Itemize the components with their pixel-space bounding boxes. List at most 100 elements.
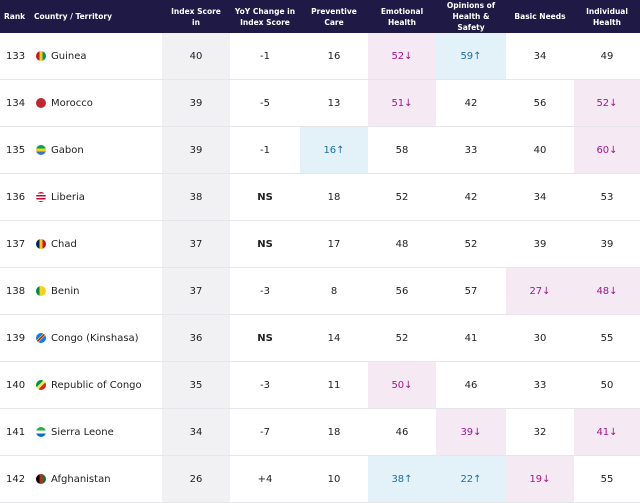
- score-cell: 14: [300, 314, 368, 362]
- score-cell: 56: [368, 267, 436, 315]
- country-name: Benin: [51, 285, 80, 297]
- table-row: 136 Liberia 38 NS 18 52 42 34 53: [0, 173, 640, 221]
- country-cell: Benin: [30, 267, 162, 315]
- score-cell: -1: [230, 126, 300, 174]
- score-cell: 34: [162, 408, 230, 456]
- column-header: Individual Health: [574, 0, 640, 33]
- score-cell: 39: [162, 79, 230, 127]
- score-cell: +4: [230, 455, 300, 503]
- country-cell: Sierra Leone: [30, 408, 162, 456]
- column-header: Rank: [0, 0, 30, 33]
- score-cell: 18: [300, 408, 368, 456]
- table-row: 141 Sierra Leone 34 -7 18 46 39↓ 32 41↓: [0, 408, 640, 456]
- score-cell: 33: [436, 126, 506, 174]
- score-cell: 17: [300, 220, 368, 268]
- score-cell: 37: [162, 220, 230, 268]
- column-header: YoY Change in Index Score: [230, 0, 300, 33]
- score-cell: 56: [506, 79, 574, 127]
- score-cell: 30: [506, 314, 574, 362]
- score-cell: 38↑: [368, 455, 436, 503]
- score-cell: 51↓: [368, 79, 436, 127]
- country: Afghanistan: [36, 474, 162, 485]
- score-cell: 8: [300, 267, 368, 315]
- score-cell: 59↑: [436, 33, 506, 80]
- flag-icon: [36, 380, 46, 390]
- score-cell: 60↓: [574, 126, 640, 174]
- score-cell: 46: [436, 361, 506, 409]
- score-cell: 39: [506, 220, 574, 268]
- score-cell: 40: [506, 126, 574, 174]
- score-cell: 39: [162, 126, 230, 174]
- country-cell: Morocco: [30, 79, 162, 127]
- country: Chad: [36, 239, 162, 250]
- column-header: Basic Needs: [506, 0, 574, 33]
- score-cell: -5: [230, 79, 300, 127]
- score-cell: 26: [162, 455, 230, 503]
- score-cell: 52: [368, 314, 436, 362]
- score-cell: 48↓: [574, 267, 640, 315]
- score-cell: 39: [574, 220, 640, 268]
- score-cell: 38: [162, 173, 230, 221]
- country-name: Liberia: [51, 191, 85, 203]
- score-cell: 50: [574, 361, 640, 409]
- country: Gabon: [36, 145, 162, 156]
- score-cell: -3: [230, 267, 300, 315]
- score-cell: 52↓: [368, 33, 436, 80]
- score-cell: 27↓: [506, 267, 574, 315]
- rank-cell: 139: [0, 314, 30, 362]
- score-cell: NS: [230, 314, 300, 362]
- table-row: 135 Gabon 39 -1 16↑ 58 33 40 60↓: [0, 126, 640, 174]
- rank-cell: 137: [0, 220, 30, 268]
- score-cell: 40: [162, 33, 230, 80]
- country-cell: Liberia: [30, 173, 162, 221]
- score-cell: 19↓: [506, 455, 574, 503]
- country-name: Sierra Leone: [51, 426, 114, 438]
- country-name: Morocco: [51, 97, 93, 109]
- rank-cell: 140: [0, 361, 30, 409]
- table-row: 139 Congo (Kinshasa) 36 NS 14 52 41 30 55: [0, 314, 640, 362]
- country-cell: Guinea: [30, 33, 162, 80]
- score-cell: 55: [574, 455, 640, 503]
- table-row: 134 Morocco 39 -5 13 51↓ 42 56 52↓: [0, 79, 640, 127]
- score-cell: -3: [230, 361, 300, 409]
- score-cell: 48: [368, 220, 436, 268]
- column-header: Emotional Health: [368, 0, 436, 33]
- flag-icon: [36, 192, 46, 202]
- score-cell: 52↓: [574, 79, 640, 127]
- score-cell: 16↑: [300, 126, 368, 174]
- score-cell: 58: [368, 126, 436, 174]
- score-cell: 55: [574, 314, 640, 362]
- rank-cell: 141: [0, 408, 30, 456]
- country: Republic of Congo: [36, 380, 162, 391]
- flag-icon: [36, 474, 46, 484]
- header-row: Rank Country / Territory Index Score in YoY…: [0, 0, 640, 33]
- score-cell: 10: [300, 455, 368, 503]
- country-name: Congo (Kinshasa): [51, 332, 139, 344]
- rank-cell: 138: [0, 267, 30, 315]
- country: Benin: [36, 286, 162, 297]
- country-cell: Afghanistan: [30, 455, 162, 503]
- country: Morocco: [36, 98, 162, 109]
- country-cell: Gabon: [30, 126, 162, 174]
- score-cell: NS: [230, 173, 300, 221]
- score-cell: 41↓: [574, 408, 640, 456]
- score-cell: 57: [436, 267, 506, 315]
- score-cell: NS: [230, 220, 300, 268]
- score-cell: 16: [300, 33, 368, 80]
- country-cell: Congo (Kinshasa): [30, 314, 162, 362]
- rank-cell: 134: [0, 79, 30, 127]
- table-row: 138 Benin 37 -3 8 56 57 27↓ 48↓: [0, 267, 640, 315]
- score-cell: 50↓: [368, 361, 436, 409]
- flag-icon: [36, 145, 46, 155]
- table-row: 140 Republic of Congo 35 -3 11 50↓ 46 33 50: [0, 361, 640, 409]
- score-cell: 53: [574, 173, 640, 221]
- country-name: Republic of Congo: [51, 379, 142, 391]
- score-cell: 49: [574, 33, 640, 80]
- score-cell: -7: [230, 408, 300, 456]
- score-cell: 18: [300, 173, 368, 221]
- rank-cell: 135: [0, 126, 30, 174]
- score-cell: 37: [162, 267, 230, 315]
- flag-icon: [36, 333, 46, 343]
- country-cell: Republic of Congo: [30, 361, 162, 409]
